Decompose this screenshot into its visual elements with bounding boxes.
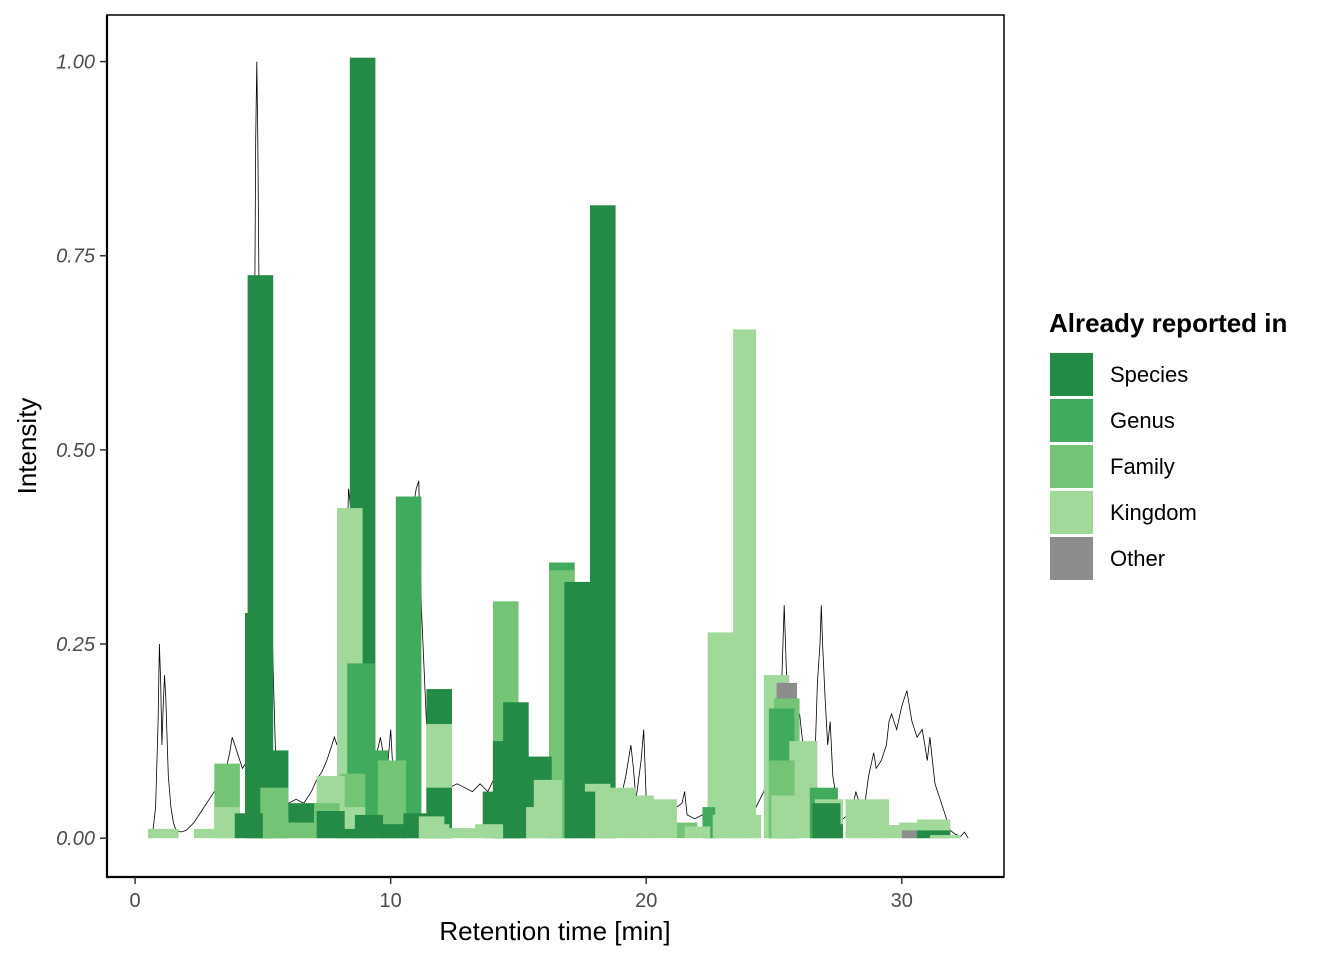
y-tick-label: 0.25 (56, 634, 96, 656)
bar-kingdom (421, 824, 450, 839)
bar-kingdom (707, 632, 736, 839)
bar-family (291, 822, 317, 839)
bar-species (234, 813, 263, 839)
x-axis-title: Retention time [min] (439, 916, 670, 946)
plot-content (147, 57, 969, 839)
legend-swatch-family (1050, 445, 1093, 488)
bar-kingdom (684, 826, 711, 839)
bar-kingdom (771, 795, 797, 839)
legend-swatch-species (1050, 353, 1093, 396)
x-tick-label: 0 (130, 890, 141, 912)
bar-kingdom (733, 329, 757, 839)
bar-kingdom (848, 811, 877, 839)
axes: 0 10 20 30 0.00 0.25 0.50 0.75 1.00 (56, 15, 1004, 912)
bar-kingdom (651, 799, 677, 839)
y-tick-label: 0.75 (56, 246, 96, 268)
legend-label-kingdom: Kingdom (1110, 500, 1197, 525)
legend-label-family: Family (1110, 454, 1175, 479)
bar-species (380, 824, 406, 839)
legend: Already reported in Species Genus Family Ki… (1049, 308, 1287, 580)
x-tick-label: 10 (380, 890, 402, 912)
y-tick-label: 0.00 (56, 828, 95, 850)
bar-kingdom (929, 835, 961, 839)
legend-label-genus: Genus (1110, 408, 1175, 433)
x-tick-label: 20 (635, 890, 657, 912)
bar-kingdom (733, 814, 762, 839)
bar-kingdom (446, 828, 475, 839)
y-axis-title: Intensity (12, 398, 42, 495)
bars-group (147, 57, 961, 839)
bar-kingdom (630, 795, 654, 839)
bar-species (917, 830, 951, 839)
bar-kingdom (147, 828, 179, 839)
x-tick-label: 30 (891, 890, 913, 912)
bar-kingdom (526, 807, 552, 839)
y-tick-label: 1.00 (56, 52, 95, 74)
bar-species (334, 828, 363, 839)
legend-swatch-other (1050, 537, 1093, 580)
legend-label-other: Other (1110, 546, 1165, 571)
bar-kingdom (475, 824, 504, 839)
bar-kingdom (873, 825, 902, 839)
legend-swatch-kingdom (1050, 491, 1093, 534)
bar-kingdom (193, 828, 217, 839)
legend-swatch-genus (1050, 399, 1093, 442)
y-tick-label: 0.50 (56, 440, 95, 462)
bar-species (569, 791, 596, 839)
bar-other (901, 830, 923, 839)
legend-title: Already reported in (1049, 308, 1287, 338)
legend-label-species: Species (1110, 362, 1188, 387)
bar-species (814, 824, 843, 839)
